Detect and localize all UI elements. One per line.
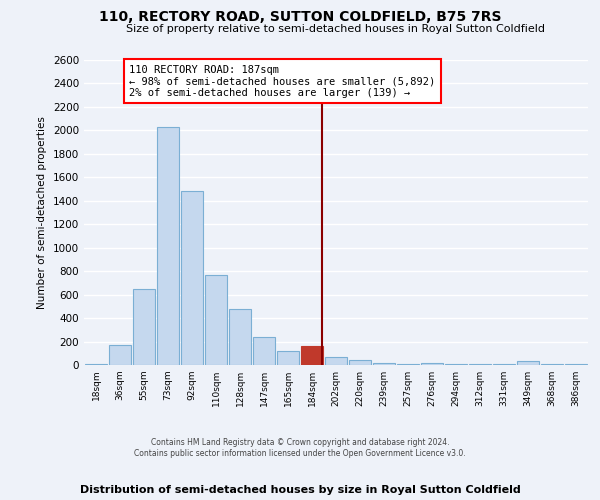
Text: Contains HM Land Registry data © Crown copyright and database right 2024.
Contai: Contains HM Land Registry data © Crown c… xyxy=(134,438,466,458)
Text: Distribution of semi-detached houses by size in Royal Sutton Coldfield: Distribution of semi-detached houses by … xyxy=(80,485,520,495)
Bar xyxy=(157,127,179,365)
Y-axis label: Number of semi-detached properties: Number of semi-detached properties xyxy=(37,116,47,309)
Bar xyxy=(373,363,395,365)
Bar xyxy=(493,364,515,365)
Bar xyxy=(85,364,107,365)
Text: 110, RECTORY ROAD, SUTTON COLDFIELD, B75 7RS: 110, RECTORY ROAD, SUTTON COLDFIELD, B75… xyxy=(99,10,501,24)
Bar xyxy=(325,358,347,365)
Bar xyxy=(541,364,563,365)
Bar xyxy=(301,346,323,365)
Bar xyxy=(205,274,227,365)
Bar xyxy=(229,308,251,365)
Bar xyxy=(421,363,443,365)
Bar xyxy=(133,289,155,365)
Bar xyxy=(565,364,587,365)
Bar xyxy=(397,364,419,365)
Bar xyxy=(277,351,299,365)
Bar xyxy=(349,360,371,365)
Text: 110 RECTORY ROAD: 187sqm
← 98% of semi-detached houses are smaller (5,892)
2% of: 110 RECTORY ROAD: 187sqm ← 98% of semi-d… xyxy=(130,64,436,98)
Bar xyxy=(109,345,131,365)
Title: Size of property relative to semi-detached houses in Royal Sutton Coldfield: Size of property relative to semi-detach… xyxy=(127,24,545,34)
Bar xyxy=(517,362,539,365)
Bar xyxy=(469,364,491,365)
Bar xyxy=(253,338,275,365)
Bar xyxy=(181,192,203,365)
Bar xyxy=(445,364,467,365)
